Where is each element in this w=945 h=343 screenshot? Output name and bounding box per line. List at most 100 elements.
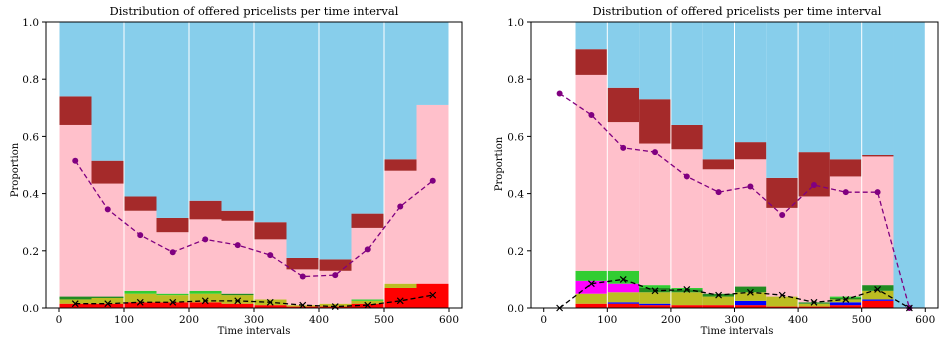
bar-segment-sky [766,22,799,178]
bar-segment-sky [829,22,862,160]
y-tick-label: 0.2 [507,246,524,258]
bar-segment-brown [221,210,254,221]
y-tick-label: 1.0 [22,17,39,29]
bar-segment-sky [798,22,830,153]
bar-segment-brown [670,124,703,150]
bar-segment-sky [91,22,124,161]
circle-marker [429,177,436,184]
bar-segment-red [670,305,703,308]
bar-segment-sky [221,22,254,211]
bar-segment-sky [861,22,894,155]
bar-segment-olive [319,303,352,307]
bar-segment-green [189,290,222,294]
bar-segment-green [351,299,384,301]
x-tick-label: 300 [244,314,264,326]
bar-segment-pink [798,196,830,303]
bar-segment-red [254,305,287,308]
bar-segment-pink [59,124,92,297]
bar-segment-pink [766,207,799,297]
bar-segment-red [861,300,894,308]
bar-segment-brown [59,96,92,125]
x-marker [619,275,627,283]
bar-segment-brown [829,159,862,177]
circle-marker [234,242,241,249]
bar-segment-olive [798,303,830,307]
circle-marker [299,273,306,280]
y-tick-label: 0.6 [22,131,39,143]
bar-segment-brown [124,196,157,211]
y-axis-label: Proportion [10,142,21,197]
bar-segment-red [124,302,157,308]
y-tick-label: 0.4 [22,189,39,201]
circle-marker [747,183,754,190]
bar-segment-red [189,302,222,308]
bar-segment-brown [189,200,222,220]
bar-segment-sky [734,22,767,143]
bar-segment-green [575,270,608,281]
circle-marker [137,232,144,239]
x-marker [429,291,437,299]
bar-segment-sky [670,22,703,125]
y-tick-label: 0.2 [22,246,39,258]
bar-segment-red [766,306,799,308]
bar-segment-pink [670,149,703,288]
bar-segment-pink [829,176,862,297]
x-marker [364,301,372,309]
bar-segment-sky [384,22,417,160]
chart-title: Distribution of offered pricelists per t… [593,4,882,18]
y-tick-label: 0.4 [507,189,524,201]
x-marker [396,297,404,305]
x-marker [136,298,144,306]
y-axis-label: Proportion [494,136,505,191]
x-marker [683,285,691,293]
circle-marker [620,144,627,151]
x-tick-label: 100 [114,314,134,326]
x-marker [71,300,79,308]
x-marker [587,280,595,288]
black-series-line [559,278,910,309]
bar-segment-pink [416,104,449,284]
x-marker [169,298,177,306]
bar-segment-sky [59,22,92,97]
x-axis-label: Time intervals [218,326,291,337]
bar-segment-green [607,270,640,284]
circle-marker [652,149,659,156]
circle-marker [779,212,786,219]
bar-segment-brown [254,222,287,240]
bar-segment-brown [734,142,767,160]
circle-marker [332,272,339,279]
bar-segment-red [156,302,189,308]
x-marker [299,301,307,309]
x-tick-label: 200 [179,314,199,326]
circle-marker [715,189,722,196]
bar-segment-darkgreen [861,285,894,291]
chart-left: Distribution of offered pricelists per t… [10,4,463,337]
bar-segment-brown [766,177,799,208]
bar-segment-pink [189,219,222,291]
bar-segment-sky [254,22,287,223]
y-tick-label: 1.0 [507,17,524,29]
x-tick-label: 400 [309,314,329,326]
plot-area [58,22,450,310]
x-marker [778,291,786,299]
bar-segment-sky [607,22,640,88]
circle-marker [397,203,404,210]
x-tick-label: 400 [788,314,808,326]
bar-segment-sky [702,22,735,160]
bar-segment-red [384,287,417,308]
bar-segment-red [221,303,254,308]
circle-marker [364,246,371,253]
bar-segment-red [702,305,735,308]
bar-segment-blue [639,303,671,306]
bar-segment-brown [384,159,417,171]
bar-segment-blue [734,300,767,306]
x-marker [842,295,850,303]
bar-segment-sky [189,22,222,201]
x-tick-label: 100 [597,314,617,326]
bar-segment-pink [575,74,608,271]
black-series-line [75,294,433,308]
y-tick-label: 0.0 [22,303,39,315]
circle-marker [842,189,849,196]
x-marker [810,298,818,306]
bar-segment-olive [351,300,384,304]
